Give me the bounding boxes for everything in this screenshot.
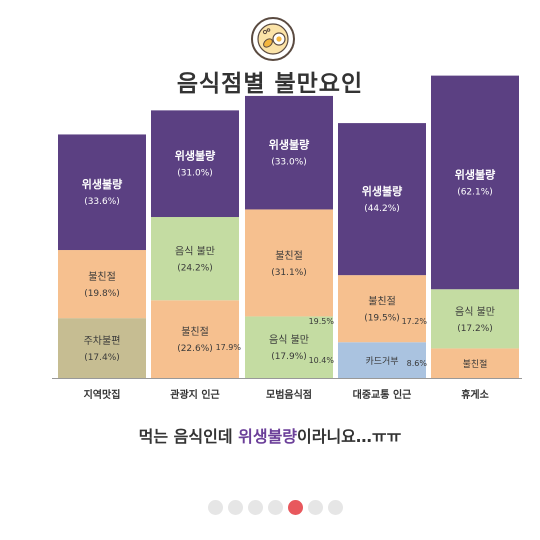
caption-after: 이라니요…ㅠㅠ: [297, 427, 402, 446]
pagination-dot-6[interactable]: [308, 500, 323, 515]
segment-label: 위생불량: [269, 138, 309, 152]
segment-label: 불친절: [181, 325, 209, 338]
caption: 먹는 음식인데 위생불량이라니요…ㅠㅠ: [0, 423, 540, 447]
pagination-dot-1[interactable]: [208, 500, 223, 515]
segment-value: (17.9%): [271, 352, 307, 362]
segment-label: 위생불량: [82, 177, 122, 191]
bar-segment-5-음식-불만: [431, 289, 519, 349]
segment-label: 위생불량: [455, 167, 495, 181]
callout-label: 10.4%: [309, 356, 335, 365]
segment-label: 위생불량: [175, 149, 215, 163]
segment-label: 불친절: [368, 295, 396, 308]
segment-label: 불친절: [88, 270, 116, 283]
segment-value: (62.1%): [457, 187, 493, 197]
segment-value: (44.2%): [364, 204, 400, 214]
segment-label: 불친절: [275, 249, 303, 262]
pagination-dot-3[interactable]: [248, 500, 263, 515]
segment-label: 위생불량: [362, 184, 402, 198]
bar-segment-5-위생불량: [431, 75, 519, 290]
segment-label: 주차불편: [84, 335, 121, 347]
food-plate-icon: [251, 17, 295, 61]
bar-segment-4-불친절: [338, 275, 426, 343]
segment-value: (33.0%): [271, 158, 307, 168]
caption-before: 먹는 음식인데: [138, 427, 239, 446]
pagination-dots: [208, 500, 343, 516]
bar-segment-3-불친절: [245, 209, 333, 317]
segment-value: (19.5%): [364, 314, 400, 324]
segment-value: (31.1%): [271, 268, 307, 278]
segment-value: (17.4%): [84, 353, 120, 363]
bar-segment-2-불친절: [151, 300, 239, 378]
category-label: 대중교통 인근: [353, 388, 412, 401]
segment-label: 음식 불만: [269, 334, 309, 346]
segment-value: (33.6%): [84, 197, 120, 207]
segment-label: 음식 불만: [455, 306, 495, 318]
category-label: 관광지 인근: [170, 388, 219, 401]
segment-label: 카드거부: [365, 356, 398, 367]
segment-label: 음식 불만: [175, 246, 215, 258]
segment-value: (24.2%): [177, 264, 213, 274]
callout-label: 17.9%: [216, 343, 242, 352]
chart-title: 음식점별 불만요인: [176, 71, 364, 97]
segment-value: (19.8%): [84, 289, 120, 299]
bar-segment-4-위생불량: [338, 123, 426, 276]
pagination-dot-4[interactable]: [268, 500, 283, 515]
segment-value: (22.6%): [177, 344, 213, 354]
category-label: 휴게소: [461, 388, 489, 401]
segment-value: (31.0%): [177, 169, 213, 179]
callout-label: 17.2%: [402, 317, 428, 326]
category-label: 지역맛집: [84, 388, 121, 401]
callout-label: 19.5%: [309, 317, 335, 326]
pagination-dot-5[interactable]: [288, 500, 303, 515]
bar-segment-3-위생불량: [245, 95, 333, 210]
bar-segment-1-위생불량: [58, 134, 146, 251]
category-label: 모범음식점: [266, 388, 312, 401]
bar-segment-1-불친절: [58, 250, 146, 319]
bar-segment-1-주차불편: [58, 318, 146, 378]
segment-label: 불친절: [463, 358, 488, 370]
segment-value: (17.2%): [457, 324, 493, 334]
bar-segment-4-카드거부: [338, 342, 426, 378]
bar-segment-2-음식-불만: [151, 217, 239, 301]
caption-highlight: 위생불량: [238, 427, 298, 446]
callout-label: 8.6%: [407, 359, 428, 368]
bar-segment-2-위생불량: [151, 110, 239, 218]
bar-segment-3-음식-불만: [245, 316, 333, 378]
bar-segment-5-불친절: [431, 348, 519, 378]
pagination-dot-7[interactable]: [328, 500, 343, 515]
pagination-dot-2[interactable]: [228, 500, 243, 515]
